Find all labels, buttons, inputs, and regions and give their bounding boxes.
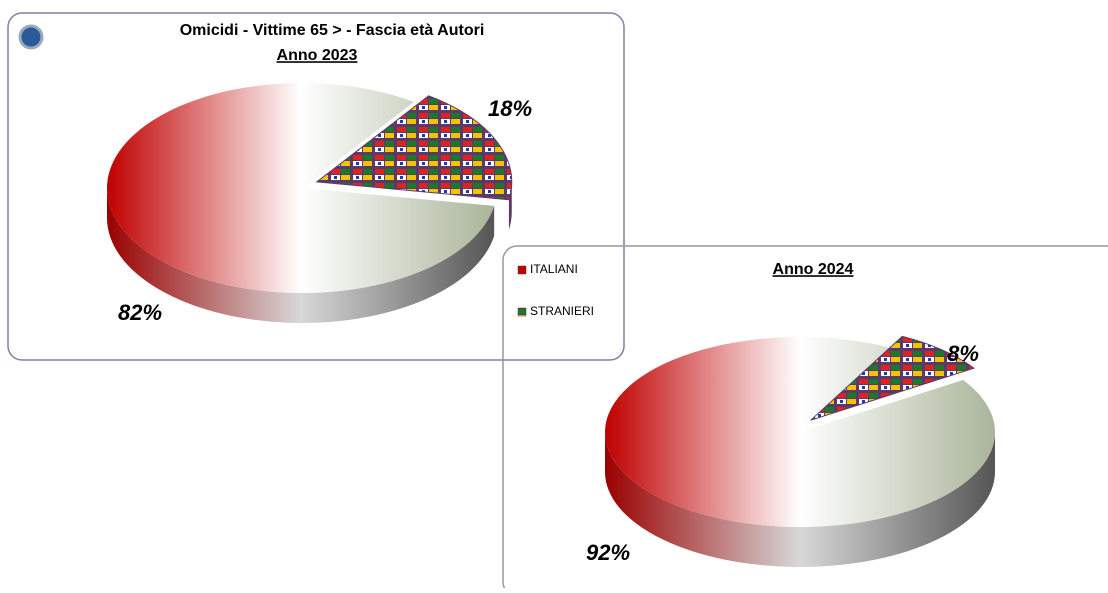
pie-slice: [107, 83, 495, 294]
legend-label: ITALIANI: [530, 262, 578, 276]
pie-side: [605, 432, 995, 567]
legend-label: STRANIERI: [530, 304, 594, 318]
legend-swatch: [517, 307, 527, 317]
chart-frame: [502, 245, 1108, 593]
pie-side: [107, 188, 495, 324]
data-label: 92%: [586, 540, 630, 565]
pie-slice: [605, 336, 995, 527]
data-label: 18%: [488, 96, 532, 121]
data-label: 82%: [118, 300, 162, 325]
pie-slice: [810, 335, 976, 421]
chart-frame: [7, 12, 625, 361]
pie-side: [508, 181, 512, 230]
legend-swatch: [517, 265, 527, 275]
chart-subtitle: Anno 2023: [277, 47, 358, 64]
logo: [18, 24, 44, 50]
pie-slice: [315, 95, 513, 201]
chart-subtitle: Anno 2024: [773, 261, 854, 278]
chart-title: Omicidi - Vittime 65 > - Fascia età Auto…: [180, 22, 485, 39]
data-label: 8%: [947, 341, 979, 366]
